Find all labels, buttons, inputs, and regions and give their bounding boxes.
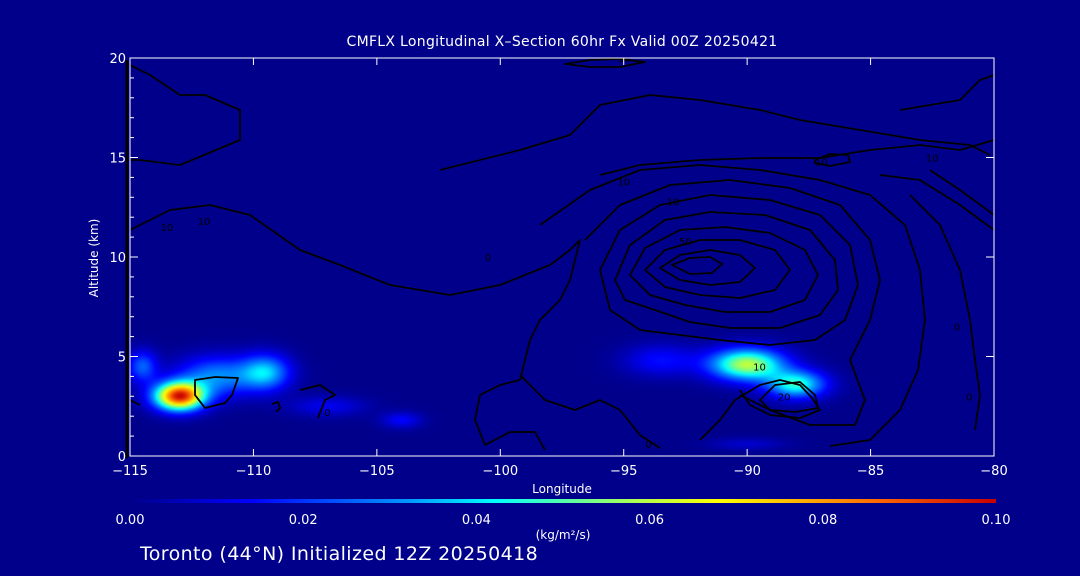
contour-label: 0: [324, 408, 330, 419]
contour-west-tail: [299, 384, 336, 419]
x-tick-label: −80: [980, 464, 1007, 479]
x-tick-label: −90: [733, 464, 760, 479]
colorbar-axis: 0.00 0.02 0.04 0.06 0.08 0.10: [116, 513, 1011, 528]
contour-ten-west: [130, 204, 581, 446]
contour-west-low: [194, 376, 239, 409]
contour-capsule: [814, 153, 851, 167]
contour-label: 0: [645, 440, 651, 451]
contour-ring-5: [629, 226, 819, 313]
contour-label: 10: [198, 217, 211, 228]
y-tick-label: 0: [118, 450, 126, 465]
y-axis-title: Altitude (km): [87, 218, 101, 298]
contour-top-east: [899, 74, 994, 111]
x-axis-title: Longitude: [532, 482, 592, 496]
contour-label: 20: [778, 392, 791, 403]
colorbar-tick-label: 0.08: [808, 513, 837, 528]
contour-ten-east: [484, 431, 546, 451]
y-tick-label: 20: [109, 52, 126, 67]
contour-label: 10: [667, 197, 680, 208]
contour-east-3: [879, 174, 994, 231]
contour-label: 10: [161, 223, 174, 234]
colorbar-tick-label: 0.06: [635, 513, 664, 528]
contour-lower-2: [699, 379, 821, 441]
contour-ring-7: [659, 249, 756, 286]
x-tick-label: −110: [236, 464, 272, 479]
contour-core: [671, 256, 723, 275]
chart-title: CMFLX Longitudinal X–Section 60hr Fx Val…: [346, 34, 778, 50]
contour-top: [439, 94, 991, 171]
contour-west-edge: [130, 399, 141, 406]
contour-label: 10: [753, 362, 766, 373]
y-tick-label: 15: [109, 152, 126, 167]
footer-caption: Toronto (44°N) Initialized 12Z 20250418: [140, 543, 539, 565]
contour-ring-4: [614, 211, 839, 329]
contour-label: 10: [926, 154, 939, 165]
x-tick-label: −105: [359, 464, 395, 479]
contour-label: 0: [954, 323, 960, 334]
colorbar-tick-label: 0.04: [462, 513, 491, 528]
contour-label: 50: [679, 237, 692, 248]
contour-label: 0: [485, 253, 491, 264]
contour-ring-1: [539, 164, 926, 447]
y-tick-label: 5: [118, 351, 126, 366]
x-tick-label: −95: [610, 464, 637, 479]
contour-west-hook: [271, 401, 281, 413]
contour-ring-2: [584, 179, 881, 426]
colorbar-tick-label: 0.10: [982, 513, 1011, 528]
contour-lower-1: [519, 374, 661, 449]
colorbar-units: (kg/m²/s): [535, 528, 591, 542]
contour-zero: [130, 64, 241, 166]
colorbar-tick-label: 0.00: [116, 513, 145, 528]
plot-axes: −115 −110 −105 −100 −95 −90 −85 −80 0 5 10 15 20: [109, 52, 1007, 479]
contour-ring-3: [599, 194, 859, 346]
colorbar-tick-label: 0.02: [289, 513, 318, 528]
y-tick-label: 10: [109, 251, 126, 266]
x-tick-label: −85: [857, 464, 884, 479]
contour-label: 10: [617, 177, 630, 188]
x-tick-label: −115: [112, 464, 148, 479]
contour-inner-low: [759, 381, 819, 413]
contour-sliver: [564, 58, 646, 68]
colorbar: [130, 499, 996, 503]
contour-east-1: [929, 169, 994, 216]
contour-label: 0: [966, 392, 972, 403]
contour-east-2: [909, 194, 981, 431]
x-tick-label: −100: [482, 464, 518, 479]
contour-label: 10: [815, 157, 828, 168]
contour-ring-6: [644, 239, 791, 299]
